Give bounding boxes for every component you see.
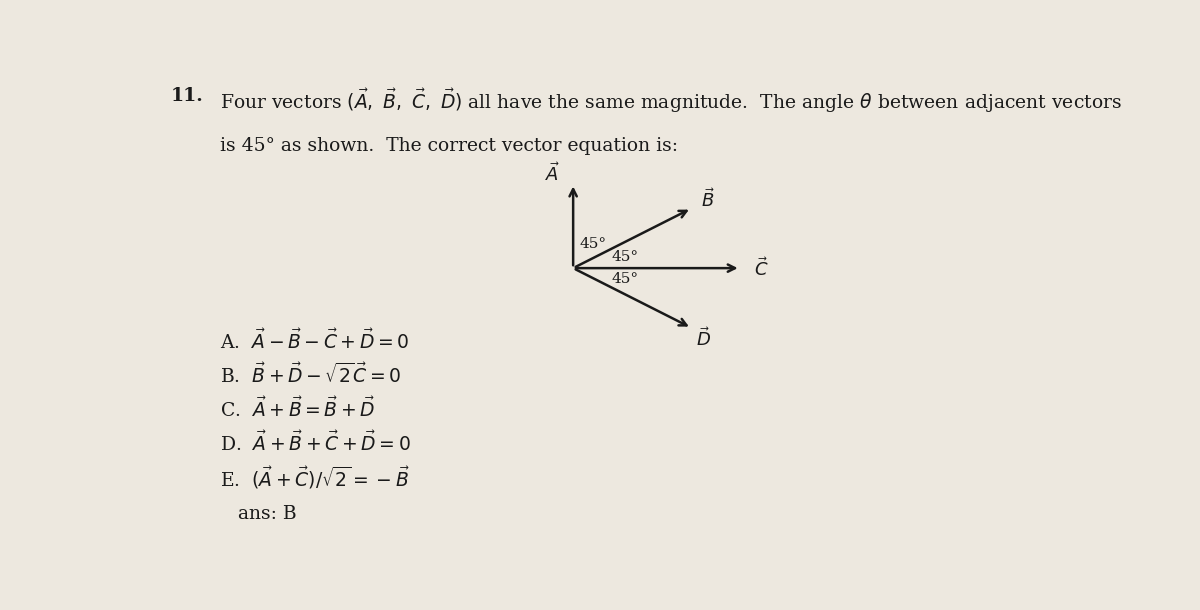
Text: $\vec{D}$: $\vec{D}$ — [696, 327, 712, 350]
Text: 45°: 45° — [611, 272, 638, 286]
Text: A.  $\vec{A} - \vec{B} - \vec{C} + \vec{D} = 0$: A. $\vec{A} - \vec{B} - \vec{C} + \vec{D… — [220, 329, 409, 353]
Text: B.  $\vec{B} + \vec{D} - \sqrt{2}\vec{C} = 0$: B. $\vec{B} + \vec{D} - \sqrt{2}\vec{C} … — [220, 363, 401, 387]
Text: E.  $(\vec{A} + \vec{C})/\sqrt{2} = -\vec{B}$: E. $(\vec{A} + \vec{C})/\sqrt{2} = -\vec… — [220, 464, 409, 490]
Text: D.  $\vec{A} + \vec{B} + \vec{C} + \vec{D} = 0$: D. $\vec{A} + \vec{B} + \vec{C} + \vec{D… — [220, 431, 410, 455]
Text: 45°: 45° — [580, 237, 606, 251]
Text: $\vec{C}$: $\vec{C}$ — [754, 257, 768, 279]
Text: 11.: 11. — [170, 87, 203, 106]
Text: C.  $\vec{A} + \vec{B} = \vec{B} + \vec{D}$: C. $\vec{A} + \vec{B} = \vec{B} + \vec{D… — [220, 397, 376, 421]
Text: 45°: 45° — [611, 250, 638, 264]
Text: ans: B: ans: B — [239, 505, 296, 523]
Text: $\vec{A}$: $\vec{A}$ — [545, 162, 560, 185]
Text: is 45° as shown.  The correct vector equation is:: is 45° as shown. The correct vector equa… — [220, 137, 678, 154]
Text: Four vectors $(\vec{A},\ \vec{B},\ \vec{C},\ \vec{D})$ all have the same magnitu: Four vectors $(\vec{A},\ \vec{B},\ \vec{… — [220, 87, 1122, 115]
Text: $\vec{B}$: $\vec{B}$ — [701, 188, 715, 211]
